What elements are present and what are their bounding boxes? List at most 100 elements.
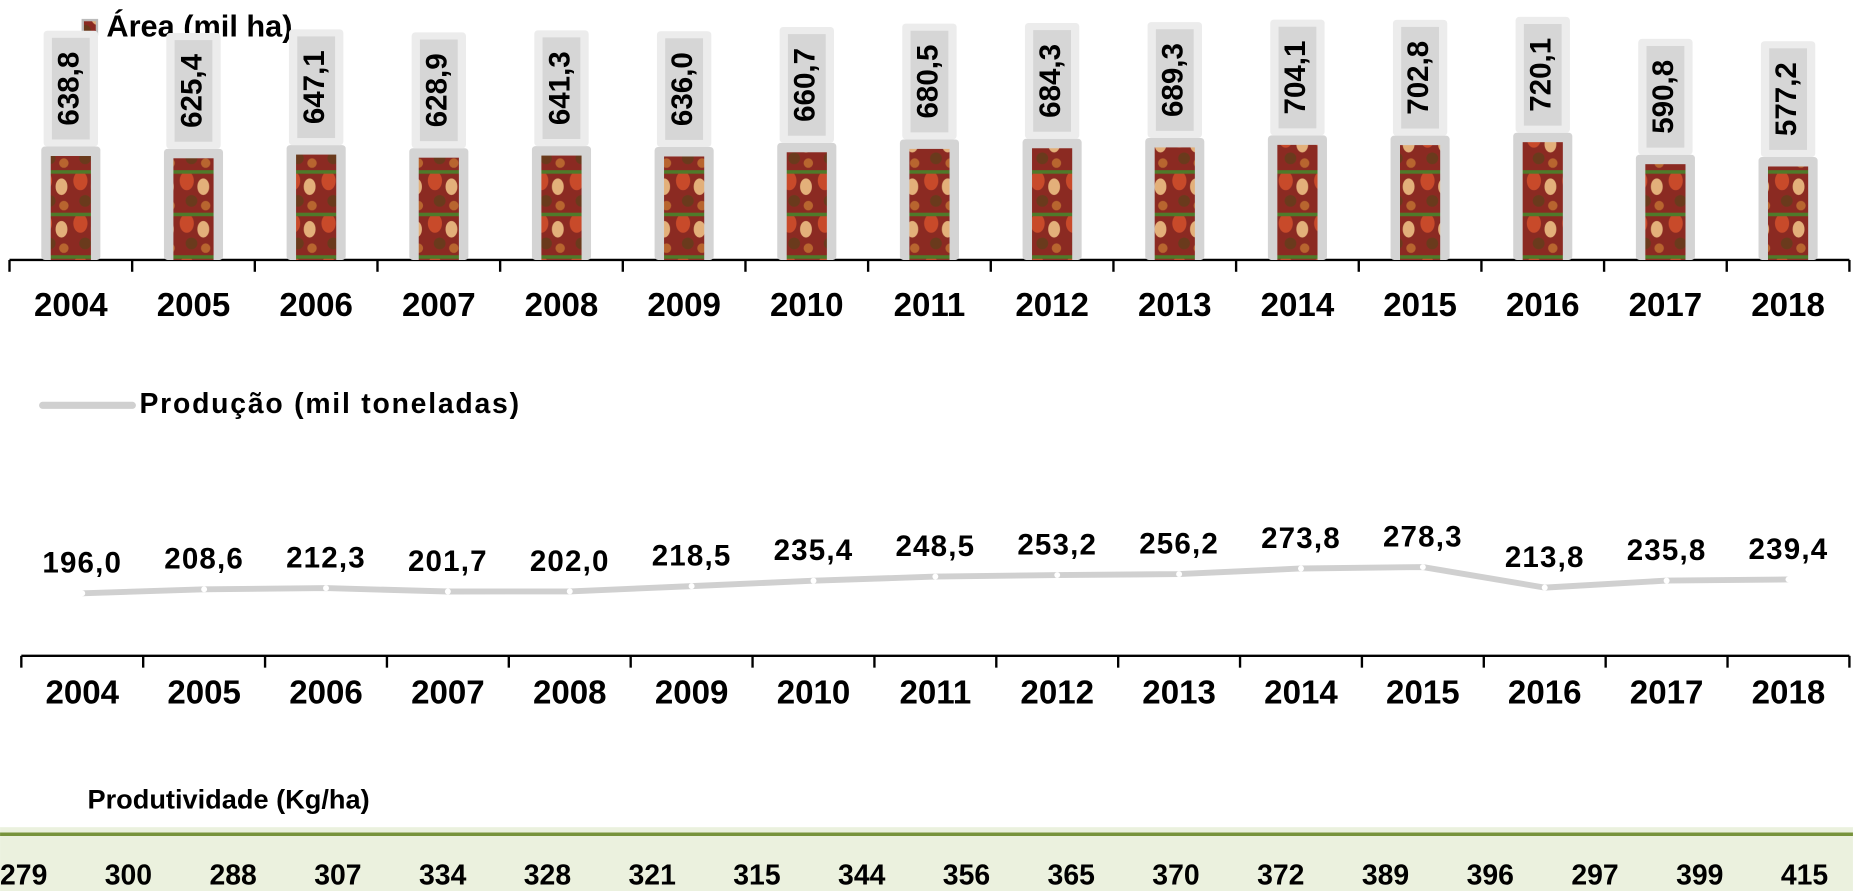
label-box — [174, 40, 213, 142]
bar — [541, 155, 582, 260]
label-box — [1278, 26, 1317, 129]
point — [1176, 571, 1183, 578]
bar — [418, 157, 459, 260]
point — [1541, 584, 1548, 591]
data-label: 235,4 — [774, 534, 854, 567]
x-tick-label: 2011 — [894, 287, 966, 324]
x-tick-label: 2015 — [1383, 287, 1457, 324]
label-box — [297, 36, 336, 139]
point — [932, 573, 939, 580]
x-tick-label: 2017 — [1630, 675, 1704, 712]
data-label: 638,8 — [53, 52, 86, 126]
x-tick-label: 2004 — [45, 675, 119, 712]
x-tick-label: 2007 — [411, 675, 485, 712]
table-cell: 297 — [1571, 859, 1618, 891]
x-tick-label: 2005 — [167, 675, 241, 712]
bar — [1767, 166, 1809, 260]
table-cell: 396 — [1467, 859, 1514, 891]
table-cell: 288 — [210, 859, 257, 891]
label-box — [419, 39, 458, 142]
table-band — [0, 827, 1853, 891]
data-label: 704,1 — [1279, 41, 1312, 115]
data-label: 278,3 — [1383, 520, 1463, 553]
point — [201, 586, 208, 593]
x-tick-label: 2014 — [1264, 675, 1338, 712]
data-label: 273,8 — [1261, 522, 1341, 555]
data-label: 577,2 — [1770, 62, 1803, 136]
bar — [1032, 148, 1073, 260]
x-tick-label: 2008 — [533, 675, 607, 712]
table-title: Produtividade (Kg/ha) — [87, 783, 369, 814]
label-box — [1769, 48, 1807, 150]
table-cell: 399 — [1676, 859, 1723, 891]
bar — [1522, 142, 1563, 260]
table-cell: 415 — [1781, 859, 1828, 891]
table-cell: 365 — [1048, 859, 1095, 891]
x-tick-label: 2018 — [1751, 287, 1825, 324]
x-tick-label: 2017 — [1629, 287, 1703, 324]
data-label: 628,9 — [421, 53, 454, 127]
data-label: 625,4 — [175, 53, 208, 127]
data-label: 218,5 — [652, 540, 732, 573]
x-tick-label: 2018 — [1752, 675, 1826, 712]
x-tick-label: 2008 — [525, 287, 599, 324]
table-cell: 370 — [1152, 859, 1199, 891]
x-tick-label: 2015 — [1386, 675, 1460, 712]
data-label: 201,7 — [408, 545, 488, 578]
label-box — [51, 37, 90, 140]
x-tick-label: 2016 — [1508, 675, 1582, 712]
data-label: 680,5 — [911, 45, 944, 119]
table-cell: 328 — [524, 859, 571, 891]
data-label: 720,1 — [1525, 38, 1558, 112]
x-tick-label: 2014 — [1261, 287, 1335, 324]
point — [1298, 565, 1304, 572]
bar — [909, 148, 950, 260]
table-cell: 315 — [733, 859, 780, 891]
data-label: 253,2 — [1017, 528, 1097, 561]
x-tick-label: 2011 — [899, 675, 971, 712]
label-box — [1401, 26, 1440, 129]
bar — [1400, 145, 1441, 260]
bar — [1154, 147, 1195, 260]
point — [323, 585, 329, 592]
legend-label: Produção (mil toneladas) — [139, 388, 520, 420]
x-tick-label: 2016 — [1506, 287, 1580, 324]
data-label: 684,3 — [1034, 44, 1067, 118]
point — [1785, 576, 1792, 583]
x-tick-label: 2012 — [1020, 675, 1094, 712]
x-tick-label: 2013 — [1138, 287, 1212, 324]
point — [1663, 577, 1670, 584]
x-tick-label: 2013 — [1142, 675, 1216, 712]
data-label: 641,3 — [543, 51, 576, 125]
x-tick-label: 2006 — [279, 287, 353, 324]
data-label: 248,5 — [895, 530, 975, 563]
label-box — [1033, 30, 1072, 132]
label-box — [1155, 29, 1194, 131]
bar — [664, 156, 705, 260]
point — [810, 577, 817, 584]
table-cell: 307 — [314, 859, 361, 891]
label-box — [787, 34, 826, 136]
label-box — [542, 37, 581, 140]
data-label: 235,8 — [1627, 534, 1707, 567]
bar — [173, 158, 214, 260]
x-tick-label: 2009 — [655, 675, 729, 712]
data-label: 202,0 — [530, 545, 610, 578]
label-box — [665, 38, 704, 140]
point — [79, 590, 86, 597]
point — [1419, 564, 1426, 571]
table-cell: 321 — [629, 859, 676, 891]
data-label: 590,8 — [1647, 60, 1680, 134]
x-tick-label: 2010 — [770, 287, 844, 324]
bar — [1645, 164, 1686, 260]
table-cell: 279 — [0, 859, 47, 891]
label-box — [1523, 23, 1562, 126]
bar — [1277, 144, 1318, 260]
point — [1054, 572, 1061, 579]
table-cell: 344 — [838, 859, 886, 891]
data-label: 647,1 — [298, 50, 331, 124]
bar — [296, 154, 337, 260]
table-cell: 389 — [1362, 859, 1409, 891]
table-cell: 356 — [943, 859, 990, 891]
label-box — [910, 30, 949, 133]
